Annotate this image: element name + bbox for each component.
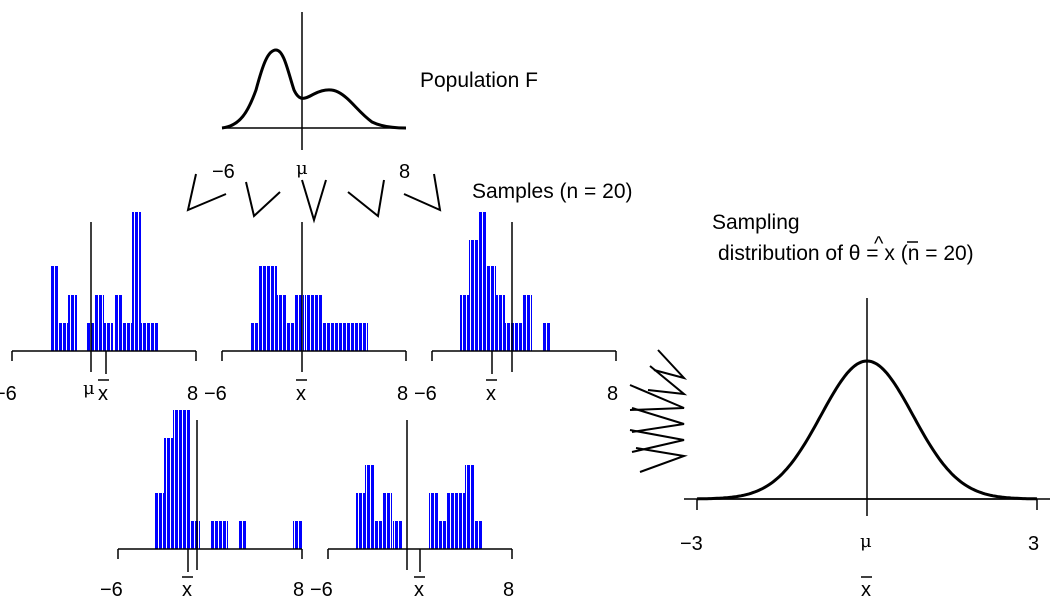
arrow-to-sample-4: [347, 179, 385, 218]
population-xmin-label: −6: [212, 161, 235, 183]
population-density-curve: [221, 48, 407, 130]
axis-max-label: 8: [293, 579, 304, 600]
sample-histogram-1: −6 μ x 8: [0, 212, 198, 405]
samples-label: Samples (n = 20): [472, 180, 633, 203]
xbar-label: x: [486, 383, 496, 405]
arrow-to-sample-1: [186, 173, 227, 212]
axis-min-label: −6: [100, 579, 123, 600]
sampling-density-curve: [696, 359, 1038, 501]
sampling-arrows: [186, 173, 442, 224]
theta-symbol: θ: [849, 242, 861, 265]
population-title: Population F: [420, 69, 538, 92]
arrow-to-sample-2: [245, 181, 281, 218]
collect-arrows: [629, 349, 688, 473]
axis-min-label: −6: [310, 579, 333, 600]
xbar-label: x: [182, 579, 192, 600]
sample-histogram-3: −6 x 8: [414, 212, 618, 405]
axis-max-label: 8: [503, 579, 514, 600]
xbar-label: x: [414, 579, 424, 600]
sample-histogram-5: −6 x 8: [310, 420, 514, 600]
sampling-mu-label: μ: [860, 531, 872, 552]
histogram-bars: [155, 410, 302, 549]
axis-min-label: −6: [204, 383, 227, 405]
axis-min-label: −6: [0, 383, 17, 405]
sampling-xmax-label: 3: [1028, 533, 1039, 555]
sampling-distribution-panel: Sampling distribution of θ = x (n = 20) …: [680, 211, 1050, 600]
sample-histogram-4: −6 x 8: [100, 410, 304, 600]
xbar-label: x: [98, 383, 108, 405]
arrow-to-sample-3: [301, 179, 327, 224]
histogram-bars: [250, 266, 368, 351]
sample-histogram-2: −6 x 8: [204, 222, 408, 405]
xbar-symbol: x: [884, 242, 895, 265]
axis-max-label: 8: [187, 383, 198, 405]
arrow-to-sample-5: [403, 173, 442, 212]
mu-label: μ: [83, 378, 95, 399]
histogram-bars: [50, 212, 159, 351]
population-xmax-label: 8: [399, 161, 410, 183]
population-mu-label: μ: [296, 158, 308, 179]
sampling-xlabel: x: [861, 579, 871, 600]
axis-min-label: −6: [414, 383, 437, 405]
sampling-title-line1: Sampling: [712, 211, 800, 234]
histogram-bars: [356, 465, 483, 549]
histogram-bars: [460, 212, 551, 351]
axis-max-label: 8: [607, 383, 618, 405]
theta-hat: ^: [874, 233, 884, 255]
population-panel: Population F −6 μ 8: [212, 12, 538, 183]
sampling-xmin-label: −3: [680, 533, 703, 555]
xbar-label: x: [296, 383, 306, 405]
sampling-title-line2: distribution of θ = x (n = 20): [718, 242, 974, 265]
axis-max-label: 8: [397, 383, 408, 405]
